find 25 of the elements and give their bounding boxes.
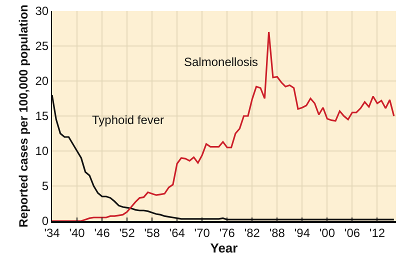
y-tick-label: 15 [35,109,49,124]
x-tick-label: '12 [369,226,386,240]
x-tick-label: '76 [219,226,236,240]
y-tick-label: 10 [35,144,49,158]
y-axis-title: Reported cases per 100,000 population [16,4,31,228]
x-tick-label: '82 [244,226,260,240]
x-tick-label: '40 [69,226,86,240]
y-tick-label: 5 [42,179,49,194]
x-tick-label: '34 [44,226,60,240]
x-tick-label: '00 [319,226,336,240]
y-tick-label: 20 [35,74,49,88]
x-tick-label: '52 [119,226,136,240]
y-tick-label: 0 [42,214,49,228]
x-tick-label: '70 [194,226,210,240]
x-tick-label: '64 [169,226,186,240]
x-tick-label: '58 [144,226,160,240]
x-tick-label: '06 [344,226,360,240]
y-tick-label: 30 [35,4,49,18]
x-tick-label: '88 [269,226,286,240]
x-axis-title: Year [210,240,238,256]
x-tick-label: '46 [94,226,110,240]
y-tick-label: 25 [35,39,49,54]
text: Typhoid fever [92,113,164,127]
series-label: Salmonellosis [184,55,258,69]
x-tick-label: '94 [294,226,310,240]
